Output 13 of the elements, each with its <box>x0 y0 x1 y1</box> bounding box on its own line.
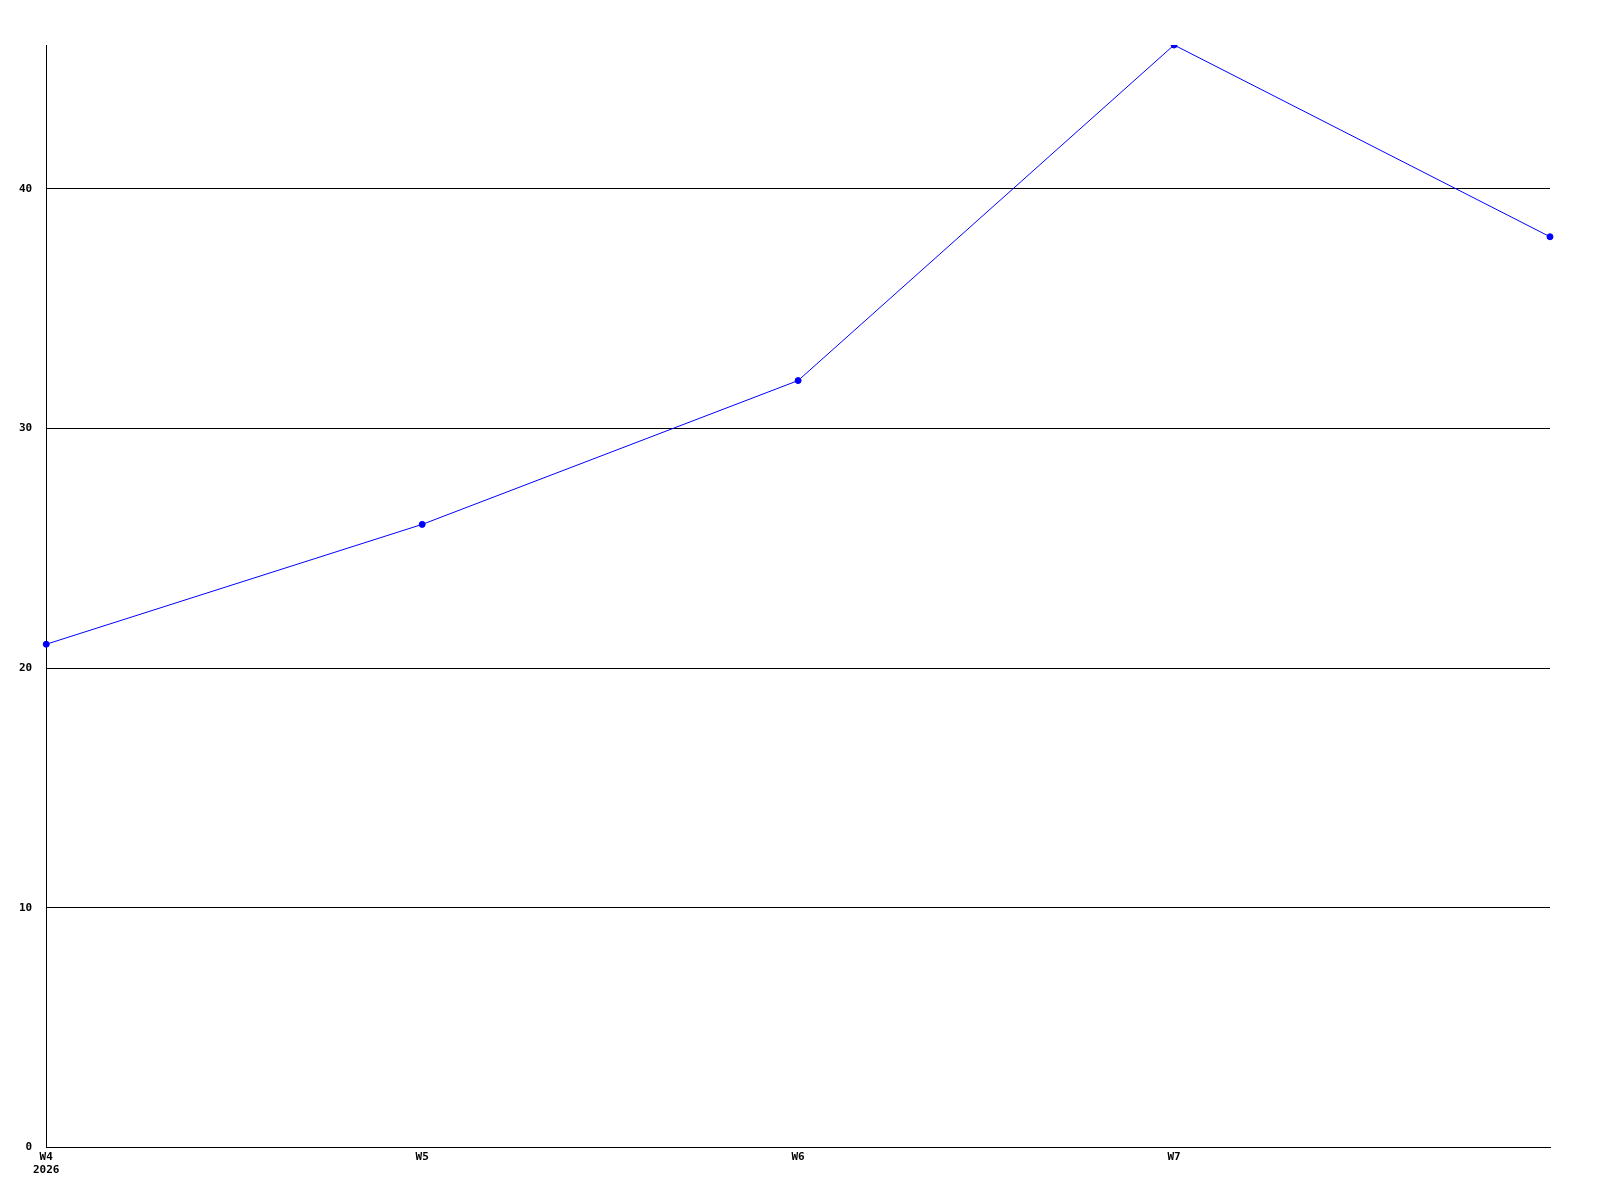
point <box>418 520 426 528</box>
y-tick-label: 10 <box>19 900 33 914</box>
y-tick-label: 30 <box>19 421 33 435</box>
x-tick-label: W6 <box>791 1150 806 1164</box>
y-tick-label: 20 <box>19 661 33 675</box>
x-tick-label: W4 2026 <box>33 1150 60 1177</box>
point <box>1546 233 1554 241</box>
x-tick-label: W7 <box>1167 1150 1181 1164</box>
x-tick-label: W5 <box>415 1150 429 1164</box>
y-tick-label: 0 <box>25 1140 33 1154</box>
point <box>42 640 50 648</box>
point <box>794 377 802 385</box>
y-tick-label: 40 <box>19 181 33 195</box>
